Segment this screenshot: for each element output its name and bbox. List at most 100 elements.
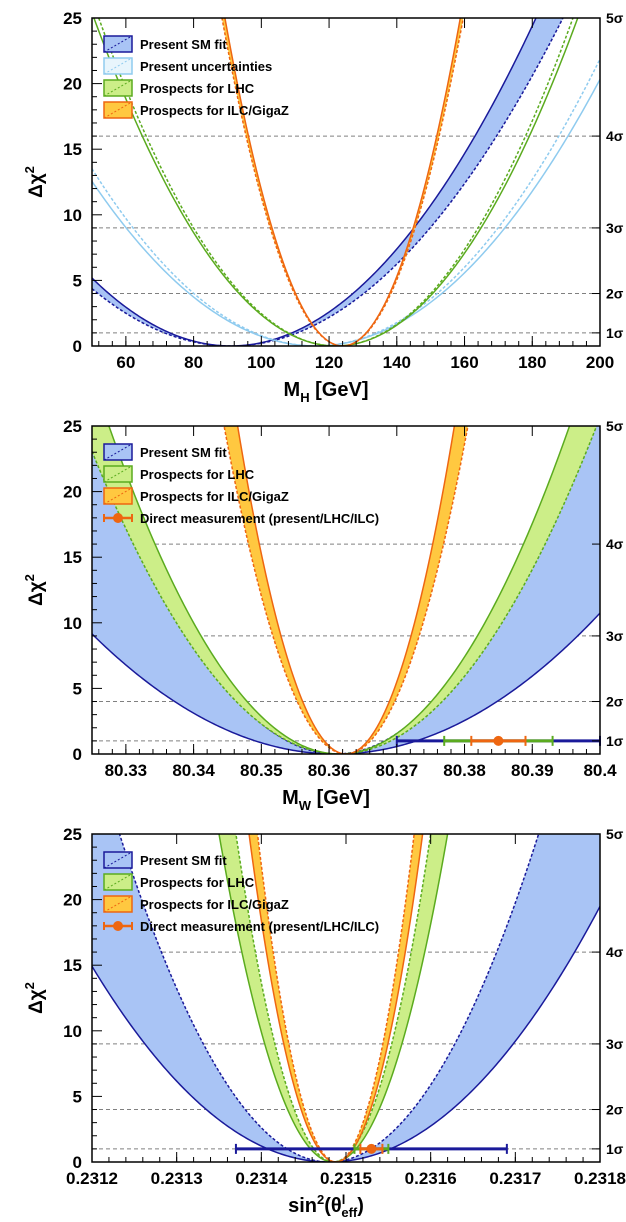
sigma-label: 3σ bbox=[606, 220, 624, 236]
x-tick-label: 80.37 bbox=[376, 761, 419, 780]
x-tick-label: 0.2313 bbox=[151, 1169, 203, 1188]
legend-label: Direct measurement (present/LHC/ILC) bbox=[140, 919, 379, 934]
legend-swatch-dash bbox=[103, 57, 133, 75]
legend-item: Prospects for ILC/GigaZ bbox=[103, 101, 289, 119]
x-tick-label: 180 bbox=[518, 353, 546, 372]
sigma-label: 1σ bbox=[606, 1141, 624, 1157]
legend-swatch-point bbox=[113, 513, 123, 523]
legend-swatch-dash bbox=[103, 465, 133, 483]
legend: Present SM fit Prospects for LHC Prospects… bbox=[103, 443, 379, 526]
legend-swatch-point bbox=[113, 921, 123, 931]
series-band-sm bbox=[92, 426, 600, 754]
legend-swatch-dash bbox=[103, 487, 133, 505]
measurement-point bbox=[366, 1143, 377, 1154]
legend: Present SM fit Present uncertainties Prosp… bbox=[103, 35, 289, 119]
x-tick-label: 0.2312 bbox=[66, 1169, 118, 1188]
x-tick-label: 0.2315 bbox=[320, 1169, 372, 1188]
legend-swatch-dash bbox=[103, 79, 133, 97]
legend-item: Prospects for LHC bbox=[103, 79, 255, 97]
legend-item: Present SM fit bbox=[103, 851, 227, 869]
legend-label: Present uncertainties bbox=[140, 59, 272, 74]
y-axis-label: Δχ2 bbox=[22, 166, 47, 198]
x-tick-label: 120 bbox=[315, 353, 343, 372]
series-dashed-sm bbox=[118, 834, 540, 1162]
series-dashed-sm bbox=[92, 18, 564, 346]
legend-label: Present SM fit bbox=[140, 37, 227, 52]
legend-item: Present uncertainties bbox=[103, 57, 272, 75]
legend-label: Direct measurement (present/LHC/ILC) bbox=[140, 511, 379, 526]
x-tick-label: 0.2316 bbox=[405, 1169, 457, 1188]
x-tick-label: 60 bbox=[116, 353, 135, 372]
x-axis-label: MW [GeV] bbox=[282, 787, 370, 813]
series-line-sm bbox=[92, 18, 537, 346]
series-sm bbox=[92, 18, 564, 346]
direct-measurement bbox=[395, 735, 601, 746]
sigma-label: 1σ bbox=[606, 733, 624, 749]
y-tick-label: 0 bbox=[73, 1153, 82, 1172]
legend-item: Prospects for ILC/GigaZ bbox=[103, 487, 289, 505]
legend-item: Present SM fit bbox=[103, 35, 227, 53]
sigma-label: 1σ bbox=[606, 325, 624, 341]
y-tick-label: 15 bbox=[63, 956, 82, 975]
sigma-label: 2σ bbox=[606, 286, 624, 302]
chart-panel-mw: 80.33 80.34 80.35 80.36 80.37 80.38 80.39 80.4 0… bbox=[22, 417, 624, 813]
x-tick-label: 80.38 bbox=[443, 761, 486, 780]
series-unc bbox=[92, 58, 600, 346]
x-tick-label: 0.2317 bbox=[489, 1169, 541, 1188]
y-tick-label: 15 bbox=[63, 140, 82, 159]
x-tick-label: 80.36 bbox=[308, 761, 351, 780]
direct-measurement bbox=[234, 1143, 508, 1154]
legend-swatch-dash bbox=[103, 443, 133, 461]
x-tick-label: 80.33 bbox=[105, 761, 148, 780]
y-tick-label: 5 bbox=[73, 679, 82, 698]
series-dashed-lhc bbox=[97, 18, 574, 346]
legend-label: Prospects for ILC/GigaZ bbox=[140, 897, 289, 912]
legend-item: Prospects for LHC bbox=[103, 873, 255, 891]
legend-item: Prospects for LHC bbox=[103, 465, 255, 483]
legend-label: Present SM fit bbox=[140, 853, 227, 868]
x-tick-label: 80.35 bbox=[240, 761, 283, 780]
y-tick-label: 10 bbox=[63, 206, 82, 225]
x-tick-label: 0.2318 bbox=[574, 1169, 626, 1188]
x-tick-label: 80.39 bbox=[511, 761, 554, 780]
y-tick-label: 10 bbox=[63, 614, 82, 633]
plot-frame bbox=[91, 425, 601, 755]
legend: Present SM fit Prospects for LHC Prospects… bbox=[103, 851, 379, 934]
legend-item: Present SM fit bbox=[103, 443, 227, 461]
x-tick-label: 160 bbox=[450, 353, 478, 372]
y-tick-label: 5 bbox=[73, 271, 82, 290]
series-dashed-unc bbox=[92, 58, 600, 346]
y-tick-label: 25 bbox=[63, 9, 82, 28]
sigma-label: 3σ bbox=[606, 1036, 624, 1052]
x-tick-label: 200 bbox=[586, 353, 614, 372]
y-tick-label: 15 bbox=[63, 548, 82, 567]
sigma-label: 4σ bbox=[606, 944, 624, 960]
sigma-label: 2σ bbox=[606, 694, 624, 710]
legend-label: Prospects for LHC bbox=[140, 875, 255, 890]
y-axis-label: Δχ2 bbox=[22, 574, 47, 606]
legend-swatch-dash bbox=[103, 101, 133, 119]
x-tick-label: 80 bbox=[184, 353, 203, 372]
y-tick-label: 5 bbox=[73, 1087, 82, 1106]
x-tick-label: 80.34 bbox=[172, 761, 215, 780]
legend-item: Prospects for ILC/GigaZ bbox=[103, 895, 289, 913]
sigma-label: 5σ bbox=[606, 826, 624, 842]
legend-swatch-dash bbox=[103, 851, 133, 869]
sigma-label: 4σ bbox=[606, 536, 624, 552]
x-tick-label: 100 bbox=[247, 353, 275, 372]
sigma-label: 5σ bbox=[606, 418, 624, 434]
x-tick-label: 0.2314 bbox=[235, 1169, 288, 1188]
y-tick-label: 10 bbox=[63, 1022, 82, 1041]
x-axis-label: sin2(θl eff) bbox=[288, 1192, 364, 1220]
y-tick-label: 25 bbox=[63, 417, 82, 436]
legend-label: Prospects for ILC/GigaZ bbox=[140, 489, 289, 504]
series-band-sm bbox=[92, 834, 600, 1162]
x-axis-label: MH [GeV] bbox=[284, 379, 369, 405]
measurement-point bbox=[493, 735, 504, 746]
legend-label: Present SM fit bbox=[140, 445, 227, 460]
legend-swatch-dash bbox=[103, 895, 133, 913]
y-axis-label: Δχ2 bbox=[22, 982, 47, 1014]
x-tick-label: 140 bbox=[383, 353, 411, 372]
y-tick-label: 20 bbox=[63, 75, 82, 94]
